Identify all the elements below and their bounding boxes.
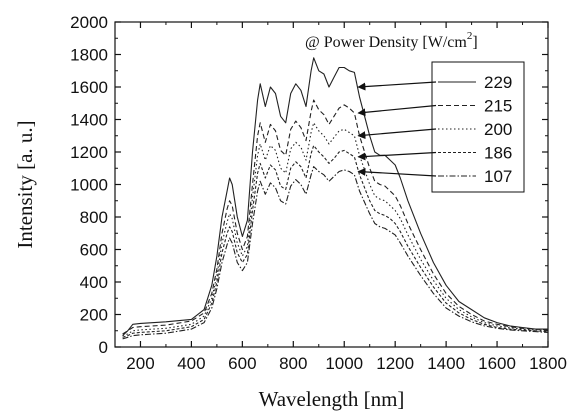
legend-box <box>431 61 525 193</box>
y-tick-label: 800 <box>80 208 108 227</box>
legend-label-107: 107 <box>484 167 512 186</box>
series-line-229 <box>122 57 548 337</box>
y-tick-label: 1600 <box>70 78 108 97</box>
legend-header: @ Power Density [W/cm2] <box>305 30 478 51</box>
y-tick-label: 0 <box>99 338 108 357</box>
y-tick-label: 2000 <box>70 13 108 32</box>
y-tick-label: 1800 <box>70 46 108 65</box>
y-tick-label: 200 <box>80 306 108 325</box>
x-tick-label: 200 <box>126 354 154 373</box>
x-tick-label: 1200 <box>376 354 414 373</box>
series-line-215 <box>122 99 549 335</box>
x-tick-label: 400 <box>177 354 205 373</box>
y-tick-label: 1000 <box>70 176 108 195</box>
series-line-107 <box>122 166 549 340</box>
y-tick-label: 1400 <box>70 111 108 130</box>
series-line-186 <box>122 144 549 338</box>
x-tick-label: 600 <box>228 354 256 373</box>
axes-ticks: 0 200 400 600 800 1000 1200 1400 1600 1800 2000 200… <box>70 13 567 373</box>
x-tick-label: 1800 <box>529 354 567 373</box>
y-tick-label: 600 <box>80 241 108 260</box>
legend-header-close: ] <box>472 34 477 51</box>
legend-label-186: 186 <box>484 144 512 163</box>
y-tick-label: 400 <box>80 273 108 292</box>
legend-arrow-229 <box>357 81 437 91</box>
legend: 229 215 200 186 107 <box>357 61 525 193</box>
y-tick-label: 1200 <box>70 143 108 162</box>
legend-arrow-200 <box>357 128 437 140</box>
legend-label-215: 215 <box>484 97 512 116</box>
legend-arrow-186 <box>357 151 437 161</box>
x-axis-title: Wavelength [nm] <box>259 387 405 411</box>
legend-arrow-215 <box>357 104 437 117</box>
x-tick-label: 1000 <box>325 354 363 373</box>
x-tick-label: 1400 <box>427 354 465 373</box>
legend-header-sup: 2 <box>467 30 473 42</box>
x-tick-label: 800 <box>279 354 307 373</box>
series-lines <box>122 57 549 340</box>
y-axis-title: Intensity [a. u.] <box>13 120 37 248</box>
legend-arrow-107 <box>357 167 437 177</box>
legend-label-229: 229 <box>484 73 512 92</box>
legend-header-main: @ Power Density [W/cm <box>305 34 467 51</box>
x-tick-label: 1600 <box>478 354 516 373</box>
legend-label-200: 200 <box>484 120 512 139</box>
